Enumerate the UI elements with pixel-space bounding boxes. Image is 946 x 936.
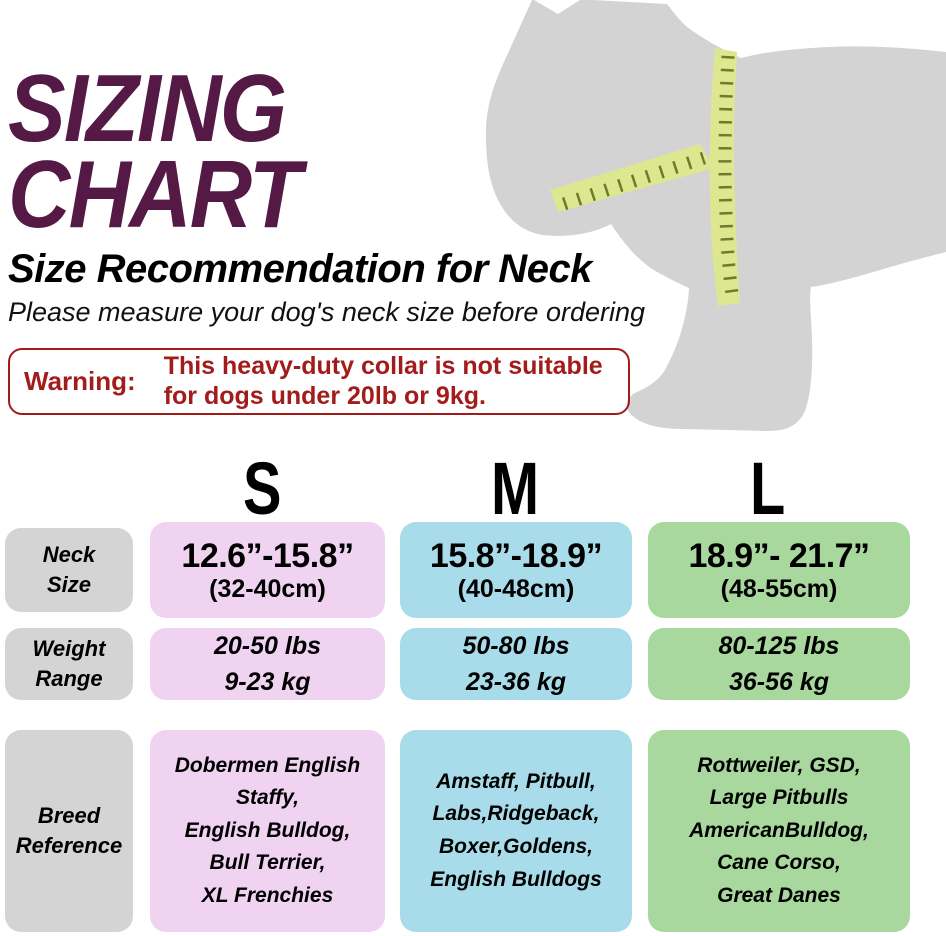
neck-size-cm-m: (40-48cm) <box>457 575 575 604</box>
cell-neck-size-s: 12.6”-15.8” (32-40cm) <box>150 522 385 618</box>
page-title: SIZING CHART <box>8 55 332 248</box>
cell-weight-range-l: 80-125 lbs 36-56 kg <box>648 628 910 700</box>
row-label-weight-range: Weight Range <box>5 628 133 700</box>
weight-range-m: 50-80 lbs 23-36 kg <box>462 631 570 696</box>
measuring-tape-vertical <box>709 48 740 306</box>
neck-size-inches-s: 12.6”-15.8” <box>181 536 354 575</box>
row-label-breed-reference: Breed Reference <box>5 730 133 932</box>
breed-list-m: Amstaff, Pitbull, Labs,Ridgeback, Boxer,… <box>430 769 602 891</box>
neck-size-inches-l: 18.9”- 21.7” <box>688 536 870 575</box>
page-title-line-2: CHART <box>8 141 302 248</box>
breed-list-s: Dobermen English Staffy, English Bulldog… <box>174 753 361 907</box>
page-subtitle: Size Recommendation for Neck <box>8 247 592 291</box>
neck-size-inches-m: 15.8”-18.9” <box>429 536 603 575</box>
cell-breed-reference-s: Dobermen English Staffy, English Bulldog… <box>150 730 385 932</box>
weight-range-l: 80-125 lbs 36-56 kg <box>718 631 840 696</box>
measuring-tape-ticks-collar <box>561 151 707 211</box>
weight-range-s: 20-50 lbs 9-23 kg <box>213 631 321 696</box>
cell-breed-reference-m: Amstaff, Pitbull, Labs,Ridgeback, Boxer,… <box>400 730 632 932</box>
size-header-l: L <box>750 447 786 530</box>
page-title-line-1: SIZING <box>8 55 287 162</box>
neck-size-cm-s: (32-40cm) <box>209 575 326 604</box>
dog-silhouette-illustration <box>485 0 946 431</box>
warning-box: Warning: This heavy-duty collar is not s… <box>8 348 630 415</box>
measure-note: Please measure your dog's neck size befo… <box>8 297 646 327</box>
row-label-neck-size: Neck Size <box>5 528 133 612</box>
cell-weight-range-m: 50-80 lbs 23-36 kg <box>400 628 632 700</box>
cell-breed-reference-l: Rottweiler, GSD, Large Pitbulls American… <box>648 730 910 932</box>
cell-neck-size-l: 18.9”- 21.7” (48-55cm) <box>648 522 910 618</box>
cell-weight-range-s: 20-50 lbs 9-23 kg <box>150 628 385 700</box>
warning-text: This heavy-duty collar is not suitable f… <box>163 352 603 410</box>
neck-size-cm-l: (48-55cm) <box>720 575 838 604</box>
cell-neck-size-m: 15.8”-18.9” (40-48cm) <box>400 522 632 618</box>
breed-list-l: Rottweiler, GSD, Large Pitbulls American… <box>689 753 869 907</box>
warning-label: Warning: <box>24 366 136 396</box>
size-header-s: S <box>243 447 282 530</box>
size-header-m: M <box>491 447 540 530</box>
